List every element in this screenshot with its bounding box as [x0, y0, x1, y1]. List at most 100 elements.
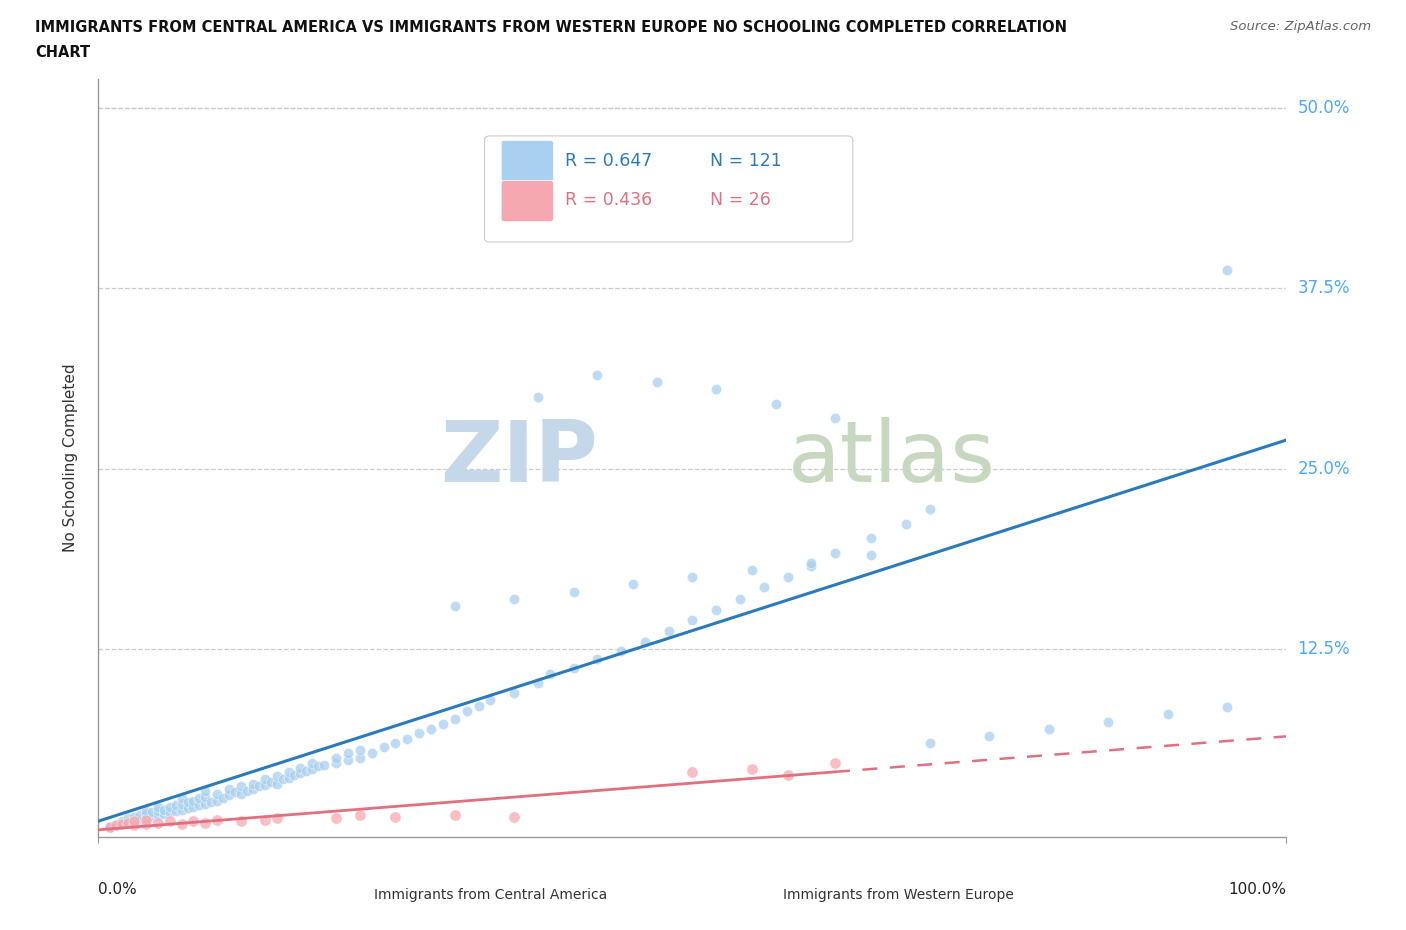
Point: [236, 783, 259, 798]
Point: [277, 770, 299, 785]
Point: [98, 819, 121, 834]
Point: [645, 375, 668, 390]
Point: [170, 790, 193, 805]
Text: atlas: atlas: [787, 417, 995, 499]
Y-axis label: No Schooling Completed: No Schooling Completed: [63, 364, 77, 552]
Text: 50.0%: 50.0%: [1298, 99, 1350, 117]
Text: Immigrants from Western Europe: Immigrants from Western Europe: [783, 888, 1014, 902]
Point: [253, 772, 276, 787]
Point: [444, 808, 467, 823]
Point: [420, 722, 443, 737]
Point: [586, 652, 609, 667]
Point: [776, 570, 799, 585]
Point: [207, 793, 229, 808]
Point: [681, 570, 703, 585]
Point: [218, 782, 240, 797]
Text: Immigrants from Central America: Immigrants from Central America: [374, 888, 607, 902]
Point: [336, 753, 359, 768]
Point: [283, 767, 305, 782]
Point: [135, 812, 157, 827]
Point: [165, 798, 187, 813]
Point: [979, 728, 1001, 743]
Point: [586, 367, 609, 382]
Point: [253, 777, 276, 792]
Point: [349, 743, 371, 758]
FancyBboxPatch shape: [485, 136, 853, 242]
Point: [170, 796, 193, 811]
Point: [117, 811, 139, 826]
Text: ZIP: ZIP: [440, 417, 598, 499]
Point: [260, 775, 283, 790]
Point: [194, 790, 217, 804]
Point: [800, 558, 823, 573]
Point: [538, 667, 561, 682]
Point: [194, 796, 217, 811]
Point: [307, 759, 329, 774]
Point: [396, 731, 419, 746]
Point: [681, 613, 703, 628]
Point: [98, 819, 121, 834]
Text: IMMIGRANTS FROM CENTRAL AMERICA VS IMMIGRANTS FROM WESTERN EUROPE NO SCHOOLING C: IMMIGRANTS FROM CENTRAL AMERICA VS IMMIG…: [35, 20, 1067, 35]
Point: [159, 805, 181, 820]
Point: [741, 762, 763, 777]
Point: [325, 756, 347, 771]
Point: [728, 591, 751, 606]
Point: [277, 764, 299, 779]
Point: [170, 817, 193, 831]
Text: Source: ZipAtlas.com: Source: ZipAtlas.com: [1230, 20, 1371, 33]
Text: N = 26: N = 26: [710, 192, 770, 209]
Point: [247, 779, 270, 794]
Point: [129, 812, 152, 827]
Point: [165, 804, 187, 818]
Point: [207, 786, 229, 801]
Point: [229, 786, 252, 801]
Text: 0.0%: 0.0%: [98, 883, 138, 897]
Point: [224, 785, 246, 800]
Point: [135, 804, 157, 818]
Point: [146, 815, 169, 830]
Text: R = 0.436: R = 0.436: [565, 192, 652, 209]
Point: [1038, 722, 1060, 737]
Point: [432, 717, 454, 732]
FancyBboxPatch shape: [501, 180, 554, 221]
Point: [295, 764, 318, 778]
Point: [183, 799, 205, 814]
Point: [681, 764, 703, 779]
Point: [188, 790, 211, 805]
Point: [325, 811, 347, 826]
Point: [360, 746, 382, 761]
Point: [444, 711, 467, 726]
Text: 100.0%: 100.0%: [1229, 883, 1286, 897]
Point: [194, 783, 217, 798]
Point: [824, 545, 846, 560]
Point: [741, 563, 763, 578]
Point: [1156, 707, 1178, 722]
Point: [111, 817, 134, 831]
Point: [776, 767, 799, 782]
Point: [135, 811, 157, 826]
FancyBboxPatch shape: [501, 140, 554, 181]
Point: [129, 808, 152, 823]
Point: [1216, 262, 1239, 277]
Point: [562, 584, 585, 599]
Point: [503, 591, 526, 606]
Point: [384, 736, 406, 751]
Point: [266, 777, 288, 791]
Text: R = 0.647: R = 0.647: [565, 152, 652, 170]
Point: [111, 817, 134, 831]
Point: [610, 644, 633, 658]
Point: [141, 809, 163, 824]
Point: [194, 815, 217, 830]
Point: [527, 390, 550, 405]
Point: [859, 548, 882, 563]
Point: [229, 814, 252, 829]
Point: [152, 803, 174, 817]
Point: [122, 814, 145, 829]
Point: [336, 746, 359, 761]
Point: [105, 818, 128, 833]
Point: [896, 516, 918, 531]
FancyBboxPatch shape: [724, 881, 776, 910]
Point: [384, 809, 406, 824]
Point: [176, 795, 198, 810]
Point: [349, 808, 371, 823]
